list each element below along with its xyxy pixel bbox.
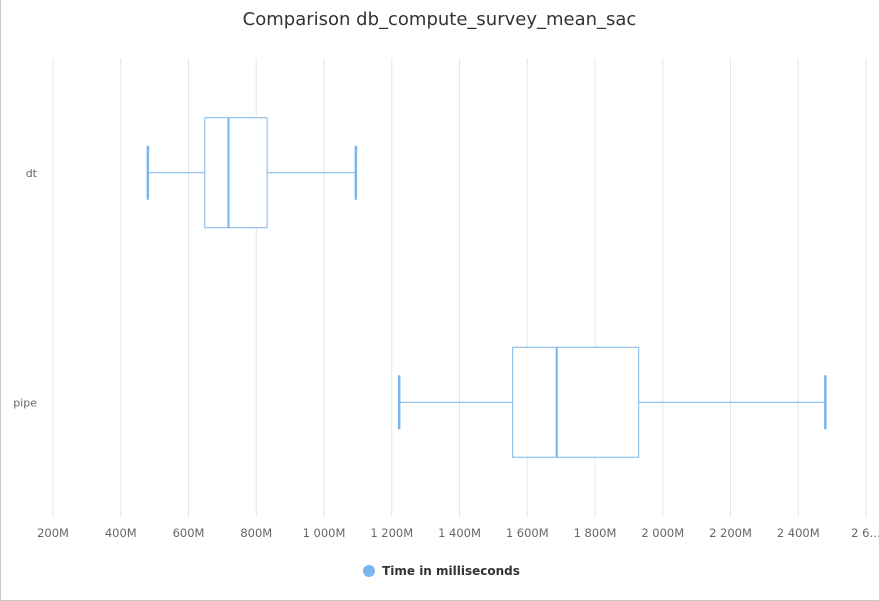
x-tick-label: 2 6… — [851, 526, 879, 540]
iqr-box — [512, 346, 640, 458]
grid-lines — [52, 58, 867, 517]
boxes — [146, 117, 827, 458]
legend-series-marker — [363, 565, 376, 577]
x-tick-label: 1 400M — [438, 526, 481, 540]
chart-title: Comparison db_compute_survey_mean_sac — [242, 9, 637, 30]
x-tick-label: 800M — [240, 526, 272, 540]
x-tick-label: 1 200M — [370, 526, 413, 540]
legend-series-label: Time in milliseconds — [382, 564, 520, 578]
y-category-label: pipe — [13, 396, 37, 409]
box-dt — [146, 117, 358, 229]
y-category-label: dt — [26, 167, 38, 180]
x-tick-label: 1 600M — [506, 526, 549, 540]
x-tick-label: 2 400M — [777, 526, 820, 540]
iqr-box — [204, 117, 268, 229]
x-tick-label: 1 000M — [303, 526, 346, 540]
x-tick-label: 1 800M — [574, 526, 617, 540]
x-tick-label: 2 200M — [709, 526, 752, 540]
x-axis: 200M 400M 600M 800M 1 000M 1 200M 1 400M 1 600M… — [37, 526, 879, 540]
x-tick-label: 200M — [37, 526, 69, 540]
x-tick-label: 600M — [173, 526, 205, 540]
y-axis-categories: dt pipe — [13, 167, 37, 410]
legend: Time in milliseconds — [0, 562, 879, 581]
legend-item[interactable]: Time in milliseconds — [363, 564, 520, 578]
box-pipe — [397, 346, 827, 458]
x-tick-label: 400M — [105, 526, 137, 540]
x-tick-label: 2 000M — [641, 526, 684, 540]
